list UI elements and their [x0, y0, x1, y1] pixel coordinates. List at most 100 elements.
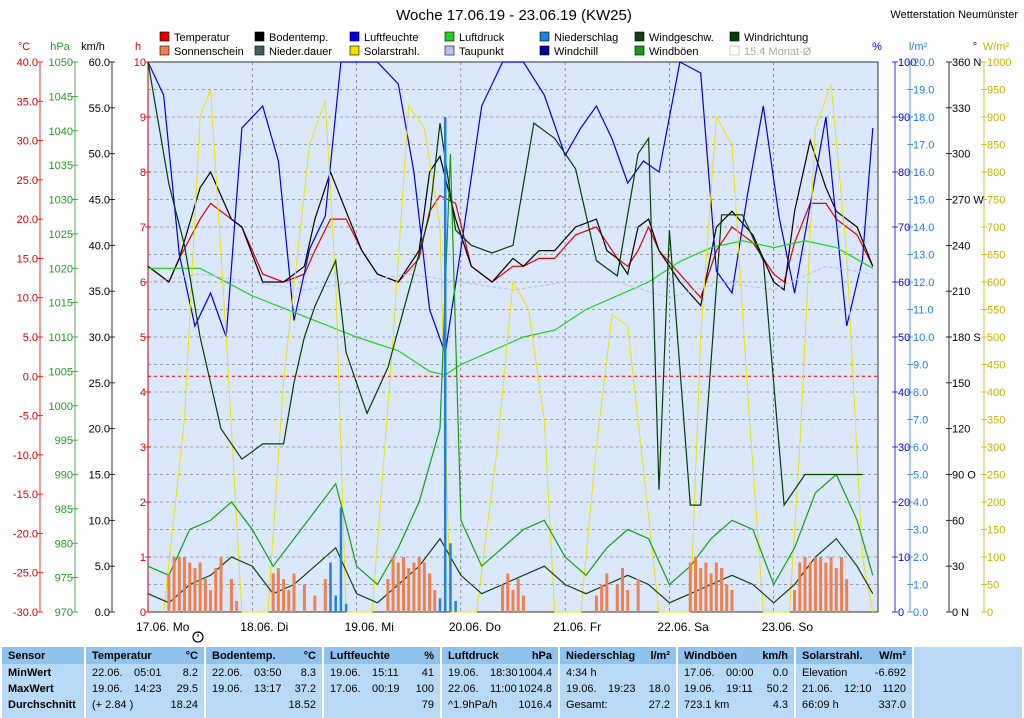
- stats-date: (+ 2.84 ): [92, 699, 134, 711]
- bar-sonnenschein: [172, 557, 176, 612]
- stats-header: Temperatur °C: [92, 649, 198, 664]
- stats-row: Durchschnitt: [8, 698, 78, 713]
- legend-label: Luftfeuchte: [364, 32, 418, 44]
- axis-tick-label: 300: [987, 442, 1005, 454]
- axis-tick-label: 975: [55, 573, 73, 585]
- axis-tick-label: 90: [898, 112, 910, 124]
- stats-row: 19.06. 14:23 29.5: [92, 682, 198, 697]
- axis-tick-label: 180 S: [952, 332, 981, 344]
- stats-row: MinWert: [8, 666, 78, 681]
- stats-header-bar: [86, 647, 204, 664]
- bar-sonnenschein: [521, 595, 525, 612]
- stats-header-bar: [206, 647, 322, 664]
- stats-header-unit: km/h: [762, 650, 788, 662]
- stats-header: Windböen km/h: [684, 649, 788, 664]
- stats-header-label: Solarstrahl.: [802, 650, 863, 662]
- stats-value: 8.3: [300, 667, 316, 679]
- bar-sonnenschein: [594, 595, 598, 612]
- stats-header-bar: [678, 647, 794, 664]
- stats-column-1: Temperatur °C 22.06. 05:01 8.2 19.06. 14:23 29.…: [86, 647, 204, 718]
- stats-header-label: Luftfeuchte: [330, 650, 390, 662]
- axis-tick-label: 5: [140, 332, 146, 344]
- axis-tick-label: -15.0: [13, 489, 38, 501]
- axis-tick-label: 350: [987, 415, 1005, 427]
- axis-tick-label: 330: [952, 103, 970, 115]
- bar-sonnenschein: [813, 557, 817, 612]
- stats-time: 14:23: [134, 683, 162, 695]
- axis-tick-label: 13.0: [913, 250, 934, 262]
- legend-swatch: [444, 45, 455, 56]
- stats-date: 21.06.: [802, 683, 833, 695]
- stats-column-0: Sensor MinWert MaxWert Durchschnitt: [2, 647, 84, 718]
- bar-sonnenschein: [720, 568, 724, 612]
- bar-sonnenschein: [626, 590, 630, 612]
- bar-sonnenschein: [803, 557, 807, 612]
- axis-tick-label: 2: [140, 497, 146, 509]
- stats-row: 19.06. 19:11 50.2: [684, 682, 788, 697]
- stats-header-bar: [442, 647, 558, 664]
- axis-tick-label: 850: [987, 140, 1005, 152]
- bar-sonnenschein: [292, 573, 296, 612]
- stats-time: 19:11: [726, 683, 753, 695]
- bar-sonnenschein: [428, 573, 432, 612]
- bar-sonnenschein: [391, 557, 395, 612]
- bar-niederschlag: [329, 562, 332, 612]
- bar-sonnenschein: [313, 595, 317, 612]
- axis-tick-label: 270 W: [952, 195, 984, 207]
- stats-date: 17.06.: [684, 667, 715, 679]
- axis-tick-label: 10.0: [17, 293, 38, 305]
- stats-panel: Sensor MinWert MaxWert Durchschnitt Temperat…: [0, 645, 1024, 718]
- axis-tick-label: 1.0: [913, 580, 928, 592]
- axis-tick-label: 3: [140, 442, 146, 454]
- axis-tick-label: 995: [55, 435, 73, 447]
- day-label: 20.06. Do: [449, 620, 501, 634]
- stats-header-bar: [560, 647, 676, 664]
- stats-time: 19:23: [608, 683, 636, 695]
- stats-time: 13:17: [254, 683, 282, 695]
- axis-tick-label: 10.0: [913, 332, 934, 344]
- stats-column-2: Bodentemp. °C 22.06. 03:50 8.3 19.06. 13:17 37.…: [206, 647, 322, 718]
- stats-value: 337.0: [878, 699, 906, 711]
- stats-date: 19.06.: [684, 683, 715, 695]
- stats-date: 22.06.: [448, 683, 479, 695]
- axis-tick-label: -25.0: [13, 568, 38, 580]
- stats-time: 03:50: [254, 667, 282, 679]
- axis-tick-label: 18.0: [913, 112, 934, 124]
- axis-tick-label: -10.0: [13, 450, 38, 462]
- stats-header-unit: l/m²: [650, 650, 670, 662]
- axis-tick-label: 15.0: [17, 253, 38, 265]
- bar-sonnenschein: [203, 579, 207, 612]
- axis-unit-dir: °: [973, 41, 977, 53]
- axis-tick-label: 50: [987, 580, 999, 592]
- stats-date: 22.06.: [92, 667, 123, 679]
- bar-sonnenschein: [511, 590, 515, 612]
- bar-sonnenschein: [793, 590, 797, 612]
- stats-column-5: Niederschlag l/m² 4:34 h 19.06. 19:23 18.0 Ges…: [560, 647, 676, 718]
- bar-sonnenschein: [834, 568, 838, 612]
- axis-tick-label: 360 N: [952, 57, 981, 69]
- axis-tick-label: 50.0: [89, 149, 110, 161]
- stats-value: 29.5: [176, 683, 198, 695]
- bar-sonnenschein: [824, 562, 828, 612]
- bar-sonnenschein: [605, 573, 609, 612]
- bar-sonnenschein: [725, 584, 729, 612]
- bar-niederschlag: [454, 601, 457, 612]
- stats-header: Luftfeuchte%: [330, 649, 434, 664]
- axis-tick-label: 6: [140, 277, 146, 289]
- axis-tick-label: 990: [55, 470, 73, 482]
- legend-swatch: [254, 31, 265, 42]
- stats-row: Elevation -6.692: [802, 666, 906, 681]
- bar-sonnenschein: [407, 568, 411, 612]
- stats-date: 723.1 km: [684, 699, 730, 711]
- legend-label: Windgeschw.: [649, 32, 714, 44]
- legend-swatch: [159, 31, 170, 42]
- axis-tick-label: 10.0: [89, 515, 110, 527]
- bar-sonnenschein: [730, 590, 734, 612]
- bar-sonnenschein: [422, 562, 426, 612]
- axis-tick-label: 0 N: [952, 607, 969, 619]
- axis-tick-label: 1000: [987, 57, 1011, 69]
- axis-tick-label: 1020: [49, 263, 73, 275]
- day-label: 17.06. Mo: [136, 620, 190, 634]
- axis-tick-label: 1030: [49, 195, 73, 207]
- legend: Temperatur Bodentemp. Luftfeuchte Luftdruck…: [159, 31, 812, 58]
